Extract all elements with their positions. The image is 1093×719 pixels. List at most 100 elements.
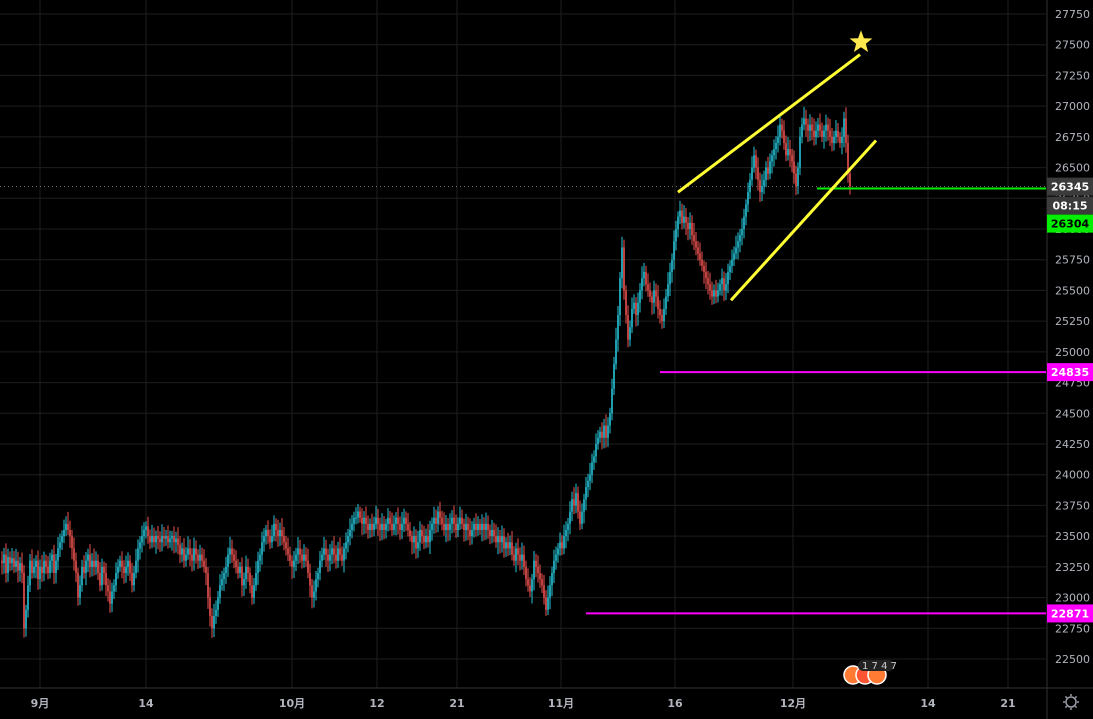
candle-body xyxy=(457,523,459,530)
candle-body xyxy=(247,566,249,573)
candle-body xyxy=(305,554,307,561)
candle-body xyxy=(395,517,397,524)
candle-body xyxy=(671,259,673,272)
candle-body xyxy=(185,554,187,561)
x-tick-label: 14 xyxy=(920,697,936,710)
candle-body xyxy=(751,167,753,180)
candle-body xyxy=(229,548,231,555)
candle-body xyxy=(195,548,197,555)
candle-body xyxy=(837,130,839,137)
candle-body xyxy=(679,210,681,217)
candle-body xyxy=(645,272,647,285)
candle-body xyxy=(73,548,75,561)
candle-body xyxy=(745,204,747,217)
candle-body xyxy=(601,431,603,438)
y-tick-label: 26500 xyxy=(1055,162,1090,175)
candle-body xyxy=(537,566,539,573)
watermark-logo: 1 7 4 7 xyxy=(843,660,897,685)
candle-body xyxy=(63,530,65,537)
candle-body xyxy=(97,560,99,573)
candle-body xyxy=(197,554,199,561)
y-tick-label: 25000 xyxy=(1055,346,1090,359)
candle-body xyxy=(39,566,41,580)
candle-body xyxy=(235,560,237,567)
candle-body xyxy=(85,560,87,573)
candle-body xyxy=(831,136,833,143)
candle-body xyxy=(361,517,363,524)
candle-body xyxy=(445,523,447,530)
candle-body xyxy=(811,124,813,131)
candle-body xyxy=(423,536,425,543)
candle-body xyxy=(391,523,393,530)
candle-body xyxy=(471,530,473,537)
candle-body xyxy=(377,517,379,524)
candle-body xyxy=(177,538,179,545)
candle-body xyxy=(189,548,191,555)
candle-body xyxy=(163,536,165,539)
candle-body xyxy=(699,253,701,260)
candle-body xyxy=(357,511,359,518)
candle-body xyxy=(81,566,83,586)
candle-body xyxy=(481,523,483,530)
candle-body xyxy=(599,431,601,438)
candle-body xyxy=(755,155,757,168)
candle-body xyxy=(403,517,405,524)
candle-body xyxy=(695,241,697,248)
candle-body xyxy=(513,554,515,561)
candle-body xyxy=(757,167,759,180)
candle-body xyxy=(641,278,643,291)
overlays xyxy=(586,30,1046,615)
candle-body xyxy=(349,530,351,537)
candle-body xyxy=(629,327,631,340)
candle-body xyxy=(657,296,659,309)
candle-body xyxy=(763,179,765,186)
candle-body xyxy=(623,247,625,291)
candle-body xyxy=(727,272,729,285)
gear-icon[interactable] xyxy=(1063,694,1079,710)
price-badge xyxy=(1047,214,1093,233)
candle-body xyxy=(689,222,691,229)
candle-body xyxy=(145,526,147,530)
candle-body xyxy=(835,130,837,137)
candle-body xyxy=(389,517,391,524)
candle-body xyxy=(113,585,115,592)
candle-body xyxy=(465,523,467,530)
candle-body xyxy=(399,523,401,530)
candle-body xyxy=(541,579,543,586)
candle-body xyxy=(809,124,811,131)
candle-body xyxy=(529,585,531,592)
candle-body xyxy=(653,290,655,303)
candle-body xyxy=(585,487,587,500)
candle-body xyxy=(105,573,107,586)
candle-body xyxy=(297,548,299,555)
candle-body xyxy=(663,308,665,322)
candle-body xyxy=(141,536,143,543)
candle-body xyxy=(475,523,477,530)
price-badge xyxy=(1047,363,1093,382)
candle-body xyxy=(397,517,399,524)
candle-body xyxy=(849,173,851,187)
candle-body xyxy=(517,548,519,555)
candle-body xyxy=(181,548,183,555)
candle-body xyxy=(5,554,7,573)
candle-body xyxy=(157,536,159,539)
candle-body xyxy=(123,566,125,573)
y-tick-label: 23000 xyxy=(1055,592,1090,605)
candle-body xyxy=(561,542,563,549)
candle-body xyxy=(255,573,257,586)
candle-body xyxy=(447,523,449,530)
candle-body xyxy=(527,579,529,586)
candle-body xyxy=(473,523,475,530)
candle-body xyxy=(525,566,527,580)
candle-body xyxy=(841,136,843,143)
candle-body xyxy=(223,573,225,580)
candle-body xyxy=(733,253,735,260)
candle-body xyxy=(461,517,463,524)
candle-body xyxy=(617,315,619,340)
candle-body xyxy=(355,517,357,519)
candle-body xyxy=(131,573,133,586)
candle-body xyxy=(581,511,583,524)
candle-body xyxy=(429,530,431,543)
candle-body xyxy=(17,560,19,571)
